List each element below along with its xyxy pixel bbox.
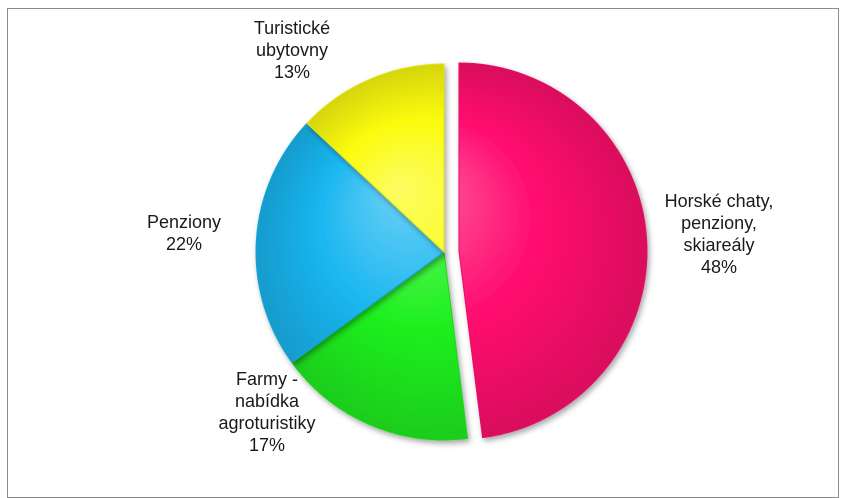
slice-label-line: agroturistiky xyxy=(218,413,315,433)
slice-percent-1: 17% xyxy=(249,435,285,455)
slice-label-3: Turistické ubytovny 13% xyxy=(254,18,330,82)
slice-label-line: Penziony xyxy=(147,212,221,232)
slice-percent-0: 48% xyxy=(701,257,737,277)
pie-chart: Horské chaty, penziony, skiareály 48% Farmy … xyxy=(0,0,848,479)
slice-label-line: skiareály xyxy=(683,235,754,255)
slice-label-1: Farmy -nabídka agroturistiky 17% xyxy=(218,369,315,455)
slice-label-line: Horské chaty, xyxy=(665,191,774,211)
slice-label-line: ubytovny xyxy=(256,40,328,60)
slice-label-line: nabídka xyxy=(235,391,300,411)
slices-layer xyxy=(256,63,647,440)
slice-label-0: Horské chaty, penziony, skiareály 48% xyxy=(665,191,774,277)
slice-percent-3: 13% xyxy=(274,62,310,82)
pie-slice-0 xyxy=(459,63,647,438)
slice-label-2: Penziony 22% xyxy=(147,212,221,254)
slice-label-line: penziony, xyxy=(681,213,757,233)
slice-label-line: Turistické xyxy=(254,18,330,38)
slice-label-line: Farmy - xyxy=(236,369,298,389)
slice-percent-2: 22% xyxy=(166,234,202,254)
